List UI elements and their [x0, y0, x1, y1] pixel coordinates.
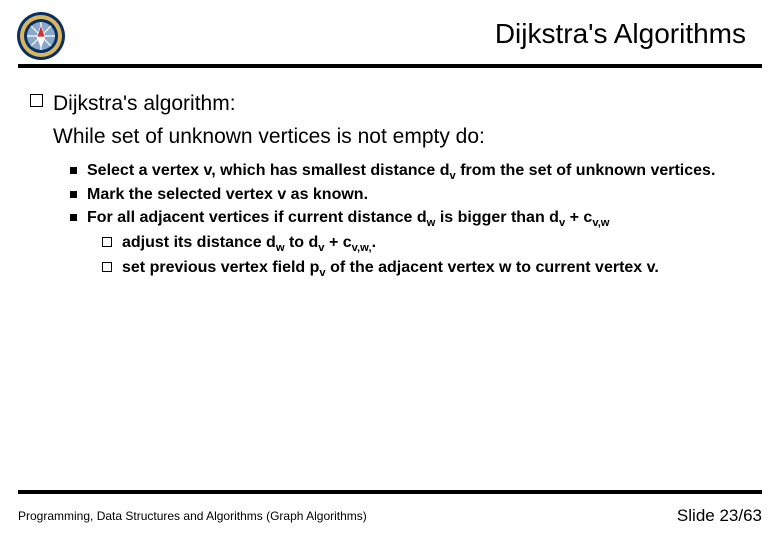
footer-divider: [18, 490, 762, 494]
bullet-text: Dijkstra's algorithm:: [53, 90, 236, 117]
bullet-level3: set previous vertex field pv of the adja…: [102, 258, 750, 281]
slide-footer: Programming, Data Structures and Algorit…: [18, 506, 762, 526]
bullet-level1: Dijkstra's algorithm:: [30, 90, 750, 117]
bullet-level3: adjust its distance dw to dv + cv,w,.: [102, 233, 750, 256]
filled-square-bullet-icon: [70, 191, 77, 198]
slide-number: Slide 23/63: [677, 506, 762, 526]
header-divider: [18, 64, 762, 68]
bullet-text: set previous vertex field pv of the adja…: [122, 258, 659, 281]
slide-header: Dijkstra's Algorithms: [0, 0, 780, 68]
bullet-text: For all adjacent vertices if current dis…: [87, 208, 610, 231]
filled-square-bullet-icon: [70, 214, 77, 221]
slide-title: Dijkstra's Algorithms: [495, 18, 746, 50]
bullet-text: Mark the selected vertex v as known.: [87, 185, 368, 206]
bullet-text: adjust its distance dw to dv + cv,w,.: [122, 233, 376, 256]
hollow-square-bullet-icon: [102, 262, 112, 272]
bullet-level2: For all adjacent vertices if current dis…: [70, 208, 750, 231]
bullet-continuation: While set of unknown vertices is not emp…: [53, 123, 750, 150]
hollow-square-bullet-icon: [102, 237, 112, 247]
hollow-square-bullet-icon: [30, 94, 43, 107]
institution-logo: [16, 11, 66, 61]
footer-course-label: Programming, Data Structures and Algorit…: [18, 509, 367, 523]
slide-content: Dijkstra's algorithm: While set of unkno…: [0, 68, 780, 280]
filled-square-bullet-icon: [70, 167, 77, 174]
bullet-level2: Select a vertex v, which has smallest di…: [70, 161, 750, 184]
bullet-text: Select a vertex v, which has smallest di…: [87, 161, 715, 184]
bullet-level2: Mark the selected vertex v as known.: [70, 185, 750, 206]
